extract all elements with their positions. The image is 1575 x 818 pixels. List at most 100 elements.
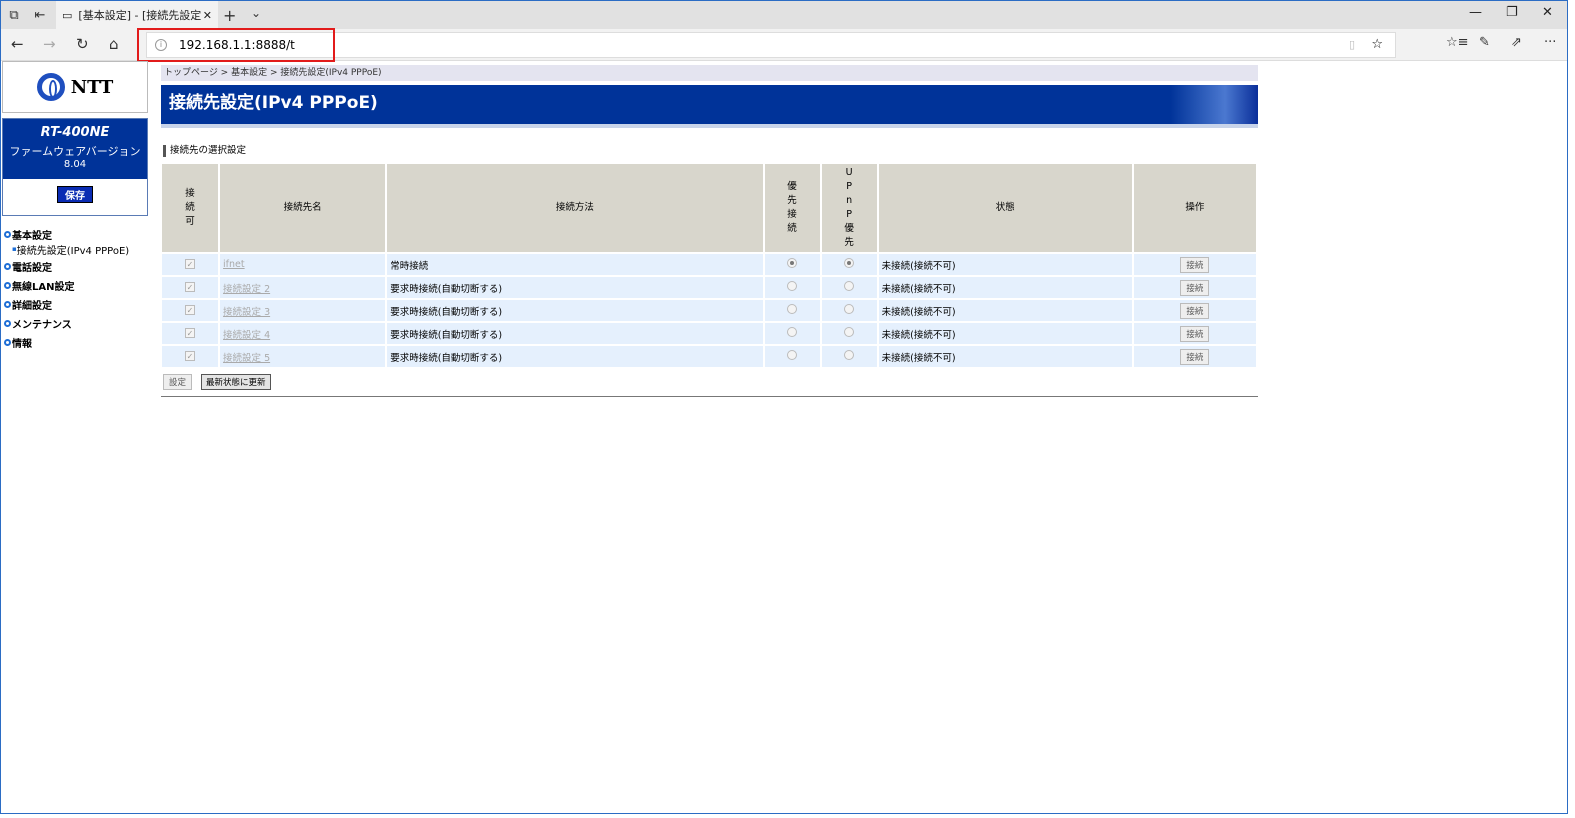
enabled-checkbox[interactable]: ✓ [185, 305, 196, 315]
upnp-priority-radio[interactable] [844, 327, 855, 337]
enabled-checkbox[interactable]: ✓ [185, 351, 196, 361]
sidebar-item-advanced[interactable]: 詳細設定 [4, 295, 129, 314]
table-row: ✓ 接続設定 3 要求時接続(自動切断する) 未接続(接続不可) 接続 [162, 300, 1256, 321]
upnp-priority-radio[interactable] [844, 304, 855, 314]
connection-method: 要求時接続(自動切断する) [387, 346, 763, 367]
page-icon: ▭ [62, 8, 73, 22]
connection-name-link[interactable]: 接続設定 2 [223, 283, 271, 295]
sidebar-item-maintenance[interactable]: メンテナンス [4, 314, 129, 333]
tab-active[interactable]: ▭ [基本設定] - [接続先設定 ✕ [56, 1, 218, 29]
favorite-star-icon[interactable]: ☆ [1371, 37, 1383, 52]
back-icon[interactable]: ← [11, 35, 24, 53]
priority-radio[interactable] [787, 258, 798, 268]
chevron-down-icon[interactable]: ⌄ [251, 6, 262, 20]
upnp-priority-radio[interactable] [844, 350, 855, 360]
table-row: ✓ 接続設定 5 要求時接続(自動切断する) 未接続(接続不可) 接続 [162, 346, 1256, 367]
section-heading: 接続先の選択設定 [163, 145, 1258, 157]
connection-name-link[interactable]: 接続設定 3 [223, 306, 271, 318]
upnp-priority-radio[interactable] [844, 281, 855, 291]
firmware-label: ファームウェアバージョン [9, 145, 141, 158]
status-text: 未接続(接続不可) [878, 323, 1132, 344]
restore-icon[interactable]: ❐ [1506, 5, 1518, 20]
priority-radio[interactable] [787, 304, 798, 314]
connection-method: 要求時接続(自動切断する) [387, 300, 763, 321]
connection-method: 要求時接続(自動切断する) [387, 323, 763, 344]
breadcrumb: トップページ > 基本設定 > 接続先設定(IPv4 PPPoE) [161, 65, 1258, 81]
bullet-icon [4, 231, 11, 238]
forward-icon[interactable]: → [43, 35, 56, 53]
status-text: 未接続(接続不可) [878, 277, 1132, 298]
divider [161, 396, 1258, 397]
table-row: ✓ 接続設定 2 要求時接続(自動切断する) 未接続(接続不可) 接続 [162, 277, 1256, 298]
set-button[interactable]: 設定 [163, 374, 193, 390]
sidebar-item-basic[interactable]: 基本設定 [4, 225, 129, 244]
page-title: 接続先設定(IPv4 PPPoE) [161, 85, 1258, 124]
connection-name-link[interactable]: 接続設定 4 [223, 329, 271, 341]
connect-button[interactable]: 接続 [1180, 302, 1210, 319]
column-header: 接 続 可 [162, 164, 219, 252]
save-button[interactable]: 保存 [57, 186, 93, 203]
column-header: U P n P 優 先 [821, 164, 877, 252]
new-tab-icon[interactable]: + [223, 6, 237, 25]
favorites-icon[interactable]: ☆≡ [1446, 35, 1469, 50]
minimize-icon[interactable]: — [1469, 5, 1482, 20]
sidebar-item-pppoe[interactable]: ▪ 接続先設定(IPv4 PPPoE) [12, 245, 130, 257]
status-text: 未接続(接続不可) [878, 300, 1132, 321]
tab-manager-icon[interactable]: ⧉ [9, 7, 19, 23]
info-icon[interactable]: i [155, 39, 167, 51]
enabled-checkbox[interactable]: ✓ [185, 282, 196, 292]
sidebar-item-wlan[interactable]: 無線LAN設定 [4, 276, 129, 295]
share-icon[interactable]: ⇗ [1511, 35, 1522, 50]
url-highlight [137, 28, 335, 62]
close-window-icon[interactable]: ✕ [1542, 5, 1553, 20]
connection-method: 常時接続 [387, 254, 763, 275]
ntt-logo: NTT [2, 61, 148, 113]
upnp-priority-radio[interactable] [844, 258, 855, 268]
close-tab-icon[interactable]: ✕ [202, 8, 212, 22]
more-icon[interactable]: ··· [1544, 35, 1557, 50]
status-text: 未接続(接続不可) [878, 346, 1132, 367]
connection-name-link[interactable]: ifnet [223, 259, 245, 270]
home-icon[interactable]: ⌂ [109, 35, 119, 53]
model-name: RT-400NE [40, 125, 110, 140]
sidebar-item-phone[interactable]: 電話設定 [4, 257, 129, 276]
bullet-icon [4, 282, 11, 289]
product-box: RT-400NE ファームウェアバージョン 8.04 保存 [2, 118, 148, 216]
column-header: 操作 [1133, 164, 1256, 252]
firmware-version: 8.04 [63, 159, 87, 170]
priority-radio[interactable] [787, 281, 798, 291]
bullet-icon [4, 339, 11, 346]
sidebar-item-info[interactable]: 情報 [4, 333, 129, 352]
priority-radio[interactable] [787, 327, 798, 337]
address-bar[interactable]: i 192.168.1.1:8888/t ☆ ▯ [146, 32, 1396, 58]
column-header: 状態 [878, 164, 1132, 252]
table-row: ✓ 接続設定 4 要求時接続(自動切断する) 未接続(接続不可) 接続 [162, 323, 1256, 344]
bullet-icon [4, 320, 11, 327]
pen-icon[interactable]: ✎ [1479, 35, 1490, 50]
tab-bar: ⧉ ⇤ ▭ [基本設定] - [接続先設定 ✕ + ⌄ — ❐ ✕ [1, 1, 1567, 29]
enabled-checkbox[interactable]: ✓ [185, 259, 196, 269]
refresh-icon[interactable]: ↻ [76, 35, 89, 53]
column-header: 接続先名 [220, 164, 386, 252]
connect-button[interactable]: 接続 [1180, 325, 1210, 342]
connection-name-link[interactable]: 接続設定 5 [223, 352, 271, 364]
priority-radio[interactable] [787, 350, 798, 360]
refresh-status-button[interactable]: 最新状態に更新 [201, 374, 271, 390]
reading-view-icon[interactable]: ▯ [1348, 38, 1355, 51]
sidebar-nav: 基本設定 ▪ 接続先設定(IPv4 PPPoE) 電話設定 無線LAN設定 詳細設… [4, 225, 129, 352]
connect-button[interactable]: 接続 [1180, 279, 1210, 296]
column-header: 優 先 接 続 [764, 164, 820, 252]
tab-title: [基本設定] - [接続先設定 [78, 9, 202, 22]
bullet-icon [4, 301, 11, 308]
connect-button[interactable]: 接続 [1180, 348, 1210, 365]
set-aside-tabs-icon[interactable]: ⇤ [34, 7, 46, 23]
url-text: 192.168.1.1:8888/t [179, 38, 295, 52]
connect-button[interactable]: 接続 [1180, 256, 1210, 273]
connection-method: 要求時接続(自動切断する) [387, 277, 763, 298]
enabled-checkbox[interactable]: ✓ [185, 328, 196, 338]
status-text: 未接続(接続不可) [878, 254, 1132, 275]
column-header: 接続方法 [387, 164, 763, 252]
table-row: ✓ ifnet 常時接続 未接続(接続不可) 接続 [162, 254, 1256, 275]
